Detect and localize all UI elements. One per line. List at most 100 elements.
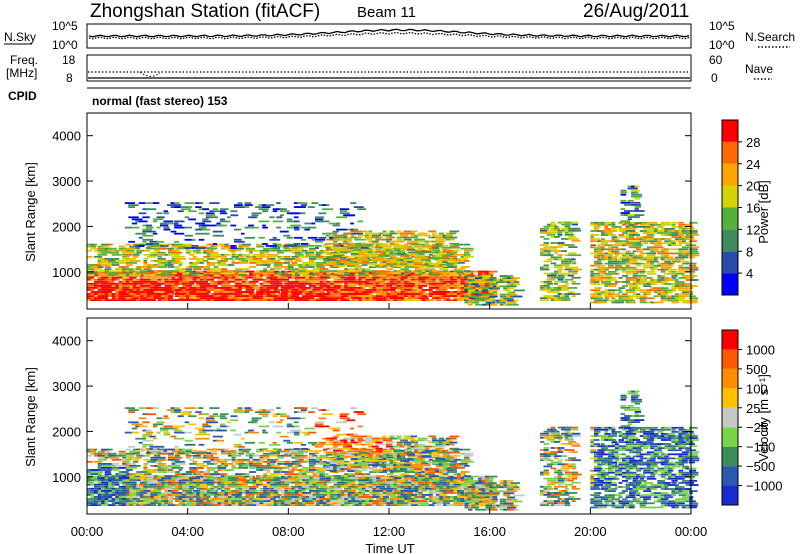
power-cell — [442, 291, 449, 293]
power-cell — [104, 287, 109, 289]
power-cell — [438, 257, 446, 259]
power-cell — [118, 245, 126, 248]
power-cell — [300, 204, 308, 206]
velocity-cell — [157, 498, 162, 500]
power-cell — [428, 272, 435, 275]
y-tick-label: 3000 — [52, 174, 81, 189]
power-cell — [210, 276, 217, 279]
power-cell — [279, 210, 290, 213]
power-cell — [620, 191, 628, 194]
cpid-value: normal (fast stereo) 153 — [92, 94, 228, 108]
power-cell — [386, 270, 391, 273]
power-cell — [457, 299, 464, 301]
power-cell — [554, 250, 563, 252]
power-cell — [118, 249, 129, 252]
power-cell — [178, 243, 185, 246]
power-cell — [543, 252, 548, 255]
power-cell — [108, 278, 115, 281]
power-cell — [284, 293, 289, 295]
power-cell — [445, 236, 452, 239]
power-cell — [435, 282, 440, 285]
power-cell — [540, 227, 550, 230]
power-cell — [375, 238, 381, 241]
power-cell — [568, 291, 575, 293]
power-cell — [457, 274, 464, 277]
power-cell — [235, 268, 243, 270]
power-cell — [315, 216, 325, 219]
power-cell — [238, 243, 244, 246]
velocity-cell — [153, 498, 161, 500]
power-cell — [650, 254, 656, 257]
power-cell — [235, 249, 242, 252]
power-cell — [432, 272, 440, 275]
power-cell — [192, 278, 198, 281]
power-cell — [653, 248, 659, 251]
power-cell — [396, 236, 404, 239]
power-cell — [446, 274, 451, 277]
colorbar-swatch — [722, 120, 738, 142]
power-cell — [468, 295, 478, 298]
power-cell — [418, 243, 425, 246]
power-cell — [653, 246, 664, 249]
power-cell — [326, 276, 331, 279]
power-cell — [199, 285, 205, 287]
velocity-cell — [354, 504, 361, 506]
power-cell — [407, 293, 419, 295]
power-cell — [129, 297, 136, 299]
power-cell — [361, 261, 369, 263]
velocity-cell — [111, 483, 117, 486]
power-cell — [298, 297, 303, 299]
power-cell — [468, 283, 475, 286]
power-cell — [636, 248, 643, 251]
power-cell — [174, 206, 181, 208]
velocity-cell — [132, 492, 137, 494]
power-cell — [467, 276, 479, 279]
power-cell — [206, 287, 211, 289]
power-cell — [489, 281, 495, 284]
velocity-cell — [319, 477, 327, 480]
power-cell — [365, 268, 371, 270]
power-cell — [350, 236, 358, 239]
power-cell — [464, 301, 469, 304]
power-cell — [266, 295, 272, 297]
power-cell — [339, 208, 350, 211]
power-cell — [104, 268, 112, 270]
power-cell — [639, 270, 645, 273]
power-cell — [431, 234, 439, 237]
power-cell — [449, 255, 457, 258]
power-cell — [383, 295, 389, 297]
power-cell — [643, 226, 654, 228]
power-cell — [561, 280, 568, 283]
power-cell — [554, 256, 562, 259]
power-cell — [561, 264, 570, 267]
velocity-cell — [270, 498, 276, 500]
power-cell — [400, 234, 409, 237]
power-cell — [108, 262, 114, 264]
power-cell — [435, 238, 441, 241]
power-cell — [235, 295, 241, 297]
power-cell — [265, 204, 275, 206]
power-cell — [643, 291, 652, 294]
power-cell — [357, 253, 365, 255]
power-cell — [650, 266, 657, 269]
power-cell — [263, 247, 270, 250]
power-cell — [482, 289, 488, 292]
power-cell — [347, 258, 358, 260]
power-cell — [618, 266, 626, 269]
power-cell — [305, 270, 314, 272]
power-cell — [305, 282, 315, 285]
power-cell — [213, 258, 218, 260]
power-cell — [325, 204, 330, 206]
power-cell — [634, 191, 639, 194]
power-cell — [464, 297, 469, 300]
power-cell — [608, 293, 615, 296]
power-cell — [143, 258, 149, 260]
velocity-cell — [185, 498, 191, 500]
power-cell — [424, 234, 431, 237]
velocity-cell — [206, 492, 211, 494]
power-cell — [375, 299, 382, 301]
power-cell — [312, 272, 317, 275]
velocity-cell — [168, 496, 174, 498]
power-cell — [361, 244, 372, 247]
power-cell — [164, 297, 170, 299]
